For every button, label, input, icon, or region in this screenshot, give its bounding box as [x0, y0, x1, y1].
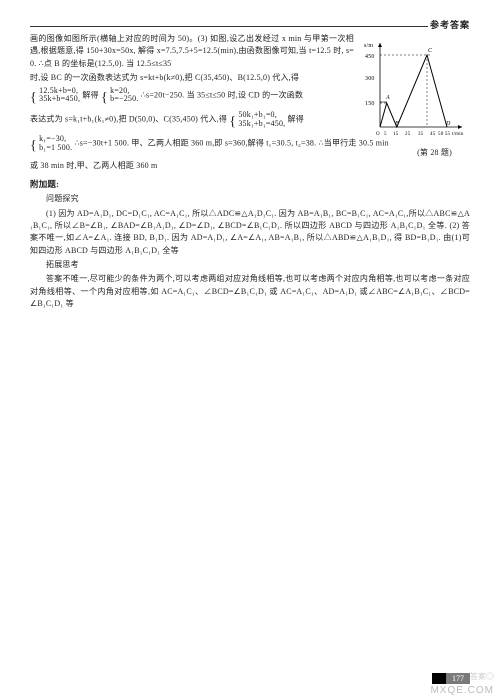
- eq-4a: k₁=−30,: [39, 134, 66, 143]
- svg-text:150: 150: [365, 101, 375, 107]
- header-label: 参考答案: [428, 18, 472, 31]
- p-b1-2: 时,设 BC 的一次函数表达式为 s=kt+b(k≠0),把 C(35,450)…: [30, 72, 354, 84]
- page-number: 177: [432, 673, 470, 684]
- heading-additional: 附加题:: [30, 178, 470, 191]
- watermark-small: 答案◎: [470, 671, 494, 682]
- svg-text:A: A: [385, 95, 390, 101]
- watermark-big: MXQE.COM: [430, 685, 494, 696]
- chart-box: 150 300 450 s/m O 5 15 25 35 45 50 55 t/…: [362, 37, 468, 145]
- sub-heading-2: 拓展思考: [30, 259, 470, 271]
- page-root: 参考答案 150 300 450 s/m O 5: [0, 0, 500, 700]
- chart-svg: 150 300 450 s/m O 5 15 25 35 45 50 55 t/…: [362, 37, 468, 141]
- svg-text:50 55: 50 55: [438, 132, 451, 137]
- p-b1-6: 或 38 min 时,甲、乙两人相距 360 m: [30, 160, 470, 172]
- svg-text:25: 25: [405, 132, 411, 137]
- header-rule: 参考答案: [30, 26, 470, 27]
- y-axis-label: s/m: [364, 43, 373, 49]
- eq-2b: b=−250.: [110, 94, 138, 103]
- svg-text:450: 450: [365, 54, 375, 60]
- p-b2-1: (1) 因为 AD=A₁D₁, DC=D₁C₁, AC=A₁C₁, 所以△ADC…: [30, 208, 470, 258]
- eq-3a: 50k₁+b₁=0,: [238, 110, 277, 119]
- main-content: 150 300 450 s/m O 5 15 25 35 45 50 55 t/…: [30, 33, 470, 311]
- p-b1-3tail: ∴s=20t−250. 当 35≤t≤50 时,设 CD 的一次函数: [141, 90, 303, 99]
- eq-2a: k=20,: [110, 86, 130, 95]
- txt-solve2: 解得: [288, 115, 304, 124]
- p-b2-2: 答案不唯一,尽可能少的条件为两个,可以考虑两组对应对角线相等,也可以考虑两个对应…: [30, 273, 470, 310]
- brace-icon: {: [101, 90, 108, 105]
- svg-text:300: 300: [365, 76, 375, 82]
- page-number-value: 177: [446, 673, 470, 684]
- brace-icon: {: [229, 115, 236, 130]
- x-axis-label: t/min: [452, 132, 464, 137]
- p-b1-4: 表达式为 s=k₁t+b₁(k₁≠0),把 D(50,0)、C(35,450) …: [30, 111, 354, 133]
- svg-text:5: 5: [384, 132, 387, 137]
- svg-text:C: C: [428, 48, 433, 54]
- brace-icon: {: [30, 139, 37, 154]
- eq-3b: 35k₁+b₁=450,: [238, 119, 285, 128]
- p-b1-3: { 12.5k+b=0, 35k+b=450, 解得 { k=20, b=−25…: [30, 87, 354, 109]
- sub-heading-1: 问题探究: [30, 193, 470, 205]
- chart-caption: (第 28 题): [417, 147, 452, 159]
- eq-1a: 12.5k+b=0,: [39, 86, 78, 95]
- svg-text:O: O: [376, 132, 380, 137]
- eq-4b: b₁=1 500.: [39, 143, 72, 152]
- p-b1-4head: 表达式为 s=k₁t+b₁(k₁≠0),把 D(50,0)、C(35,450) …: [30, 115, 227, 124]
- svg-text:45: 45: [430, 132, 436, 137]
- p-b1-1: 画的图像如图所示(横轴上对应的时间为 50)。(3) 如图,设乙出发经过 x m…: [30, 33, 354, 70]
- svg-text:35: 35: [418, 132, 424, 137]
- txt-solve1: 解得: [82, 90, 98, 99]
- brace-icon: {: [30, 90, 37, 105]
- p-b1-5tail: ∴s=−30t+1 500. 甲、乙两人相距 360 m,即 s=360,解得 …: [74, 139, 388, 148]
- svg-text:15: 15: [393, 132, 399, 137]
- svg-text:B: B: [395, 121, 399, 127]
- eq-1b: 35k+b=450,: [39, 94, 80, 103]
- svg-text:D: D: [445, 121, 451, 127]
- page-number-bar: [432, 673, 446, 684]
